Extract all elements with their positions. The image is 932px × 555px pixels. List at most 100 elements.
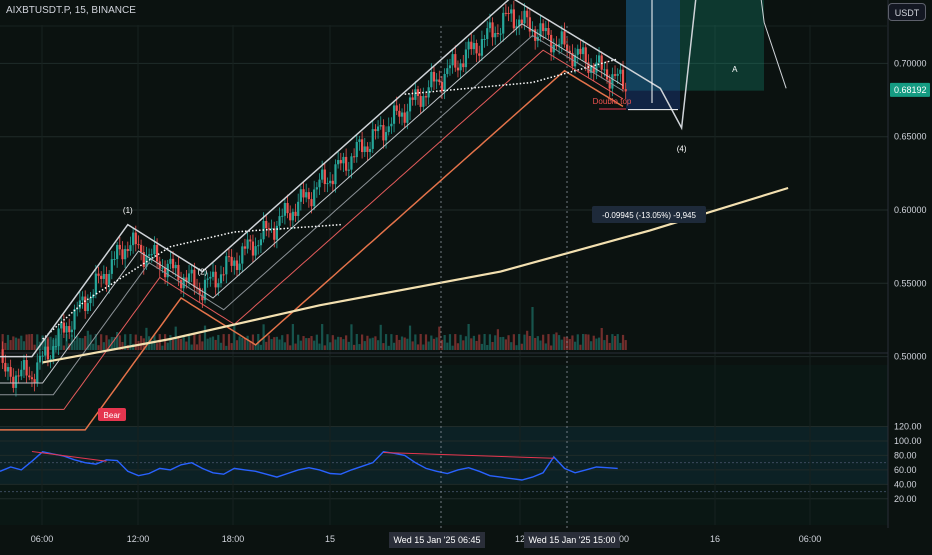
volume-bar xyxy=(624,340,627,350)
candle-body xyxy=(57,328,60,347)
candle-body xyxy=(624,89,627,92)
volume-bar xyxy=(475,340,478,350)
volume-bar xyxy=(30,334,34,350)
volume-bar xyxy=(435,337,438,350)
candle-body xyxy=(472,43,476,50)
volume-bar xyxy=(206,338,209,350)
volume-bar xyxy=(230,343,233,350)
volume-bar xyxy=(587,334,590,350)
candle-body xyxy=(185,277,188,282)
volume-bar xyxy=(542,334,545,350)
volume-bar xyxy=(275,336,278,350)
rsi-tick-label: 60.00 xyxy=(894,465,917,475)
candle-body xyxy=(518,19,521,27)
volume-bar xyxy=(326,334,329,350)
price-tick-label: 0.55000 xyxy=(894,278,927,288)
volume-bar xyxy=(331,335,334,350)
candle-body xyxy=(150,254,153,256)
candle-body xyxy=(52,346,55,359)
volume-bar xyxy=(233,324,236,350)
time-tick-label: 15 xyxy=(325,534,335,544)
volume-bar xyxy=(581,334,585,350)
candle-body xyxy=(595,62,598,73)
wave-label: (1) xyxy=(123,206,133,215)
volume-bar xyxy=(536,336,539,350)
candle-body xyxy=(219,274,223,284)
candle-body xyxy=(9,367,12,377)
candle-body xyxy=(345,156,348,171)
currency-button[interactable]: USDT xyxy=(888,3,926,21)
candle-body xyxy=(78,300,81,309)
volume-bar xyxy=(44,338,47,350)
double-top-label: Double top xyxy=(593,97,632,106)
volume-bar xyxy=(414,334,417,350)
volume-bar xyxy=(105,335,108,350)
volume-bar xyxy=(313,340,316,350)
volume-bar xyxy=(446,342,449,350)
candle-body xyxy=(291,211,294,221)
volume-bar xyxy=(12,336,15,350)
candle-body xyxy=(289,213,292,221)
volume-bar xyxy=(353,344,356,350)
volume-bar xyxy=(574,341,577,350)
projected-path xyxy=(760,0,787,89)
volume-bar xyxy=(108,339,111,350)
candle-body xyxy=(313,189,316,207)
volume-bar xyxy=(25,334,28,350)
volume-bar xyxy=(368,338,372,350)
volume-bar xyxy=(214,339,217,350)
volume-bar xyxy=(299,340,302,350)
volume-bar xyxy=(49,336,52,350)
candle-body xyxy=(118,244,121,250)
volume-bar xyxy=(571,335,574,350)
candle-body xyxy=(371,129,374,149)
volume-bar xyxy=(619,342,622,350)
volume-bar xyxy=(190,344,193,350)
volume-bar xyxy=(392,342,396,350)
candle-body xyxy=(193,269,196,288)
candle-body xyxy=(124,249,127,260)
candle-body xyxy=(507,12,510,14)
volume-bar xyxy=(526,330,529,350)
candle-body xyxy=(315,187,318,190)
volume-bar xyxy=(520,343,523,350)
volume-bar xyxy=(60,334,63,350)
ma-mid xyxy=(0,34,624,396)
volume-bar xyxy=(512,334,515,350)
volume-bar xyxy=(235,340,239,350)
volume-bar xyxy=(366,335,369,350)
candle-body xyxy=(275,225,278,240)
candle-body xyxy=(297,201,300,216)
candle-body xyxy=(387,126,390,133)
volume-bar xyxy=(193,334,196,350)
volume-bar xyxy=(187,334,191,350)
volume-bar xyxy=(278,339,281,350)
candle-body xyxy=(68,326,71,333)
candle-body xyxy=(286,203,289,214)
volume-bar xyxy=(238,336,241,350)
candle-body xyxy=(558,44,561,47)
volume-bar xyxy=(515,345,518,350)
candle-body xyxy=(496,33,499,35)
volume-bar xyxy=(305,338,308,350)
candle-body xyxy=(100,275,103,279)
volume-bar xyxy=(14,337,18,350)
time-cursor-label-a: Wed 15 Jan '25 06:45 xyxy=(393,535,480,545)
candle-body xyxy=(211,271,215,277)
candle-body xyxy=(597,55,601,63)
volume-bar xyxy=(552,334,555,350)
volume-bar xyxy=(227,334,231,350)
volume-bar xyxy=(384,334,388,350)
volume-bar xyxy=(195,344,199,350)
volume-bar xyxy=(560,339,563,350)
volume-bar xyxy=(345,335,348,350)
candle-body xyxy=(510,9,513,14)
candle-body xyxy=(414,89,417,100)
candle-body xyxy=(488,22,491,29)
candle-body xyxy=(33,379,36,384)
volume-bar xyxy=(222,334,225,350)
candle-body xyxy=(310,199,313,207)
volume-bar xyxy=(595,338,598,350)
